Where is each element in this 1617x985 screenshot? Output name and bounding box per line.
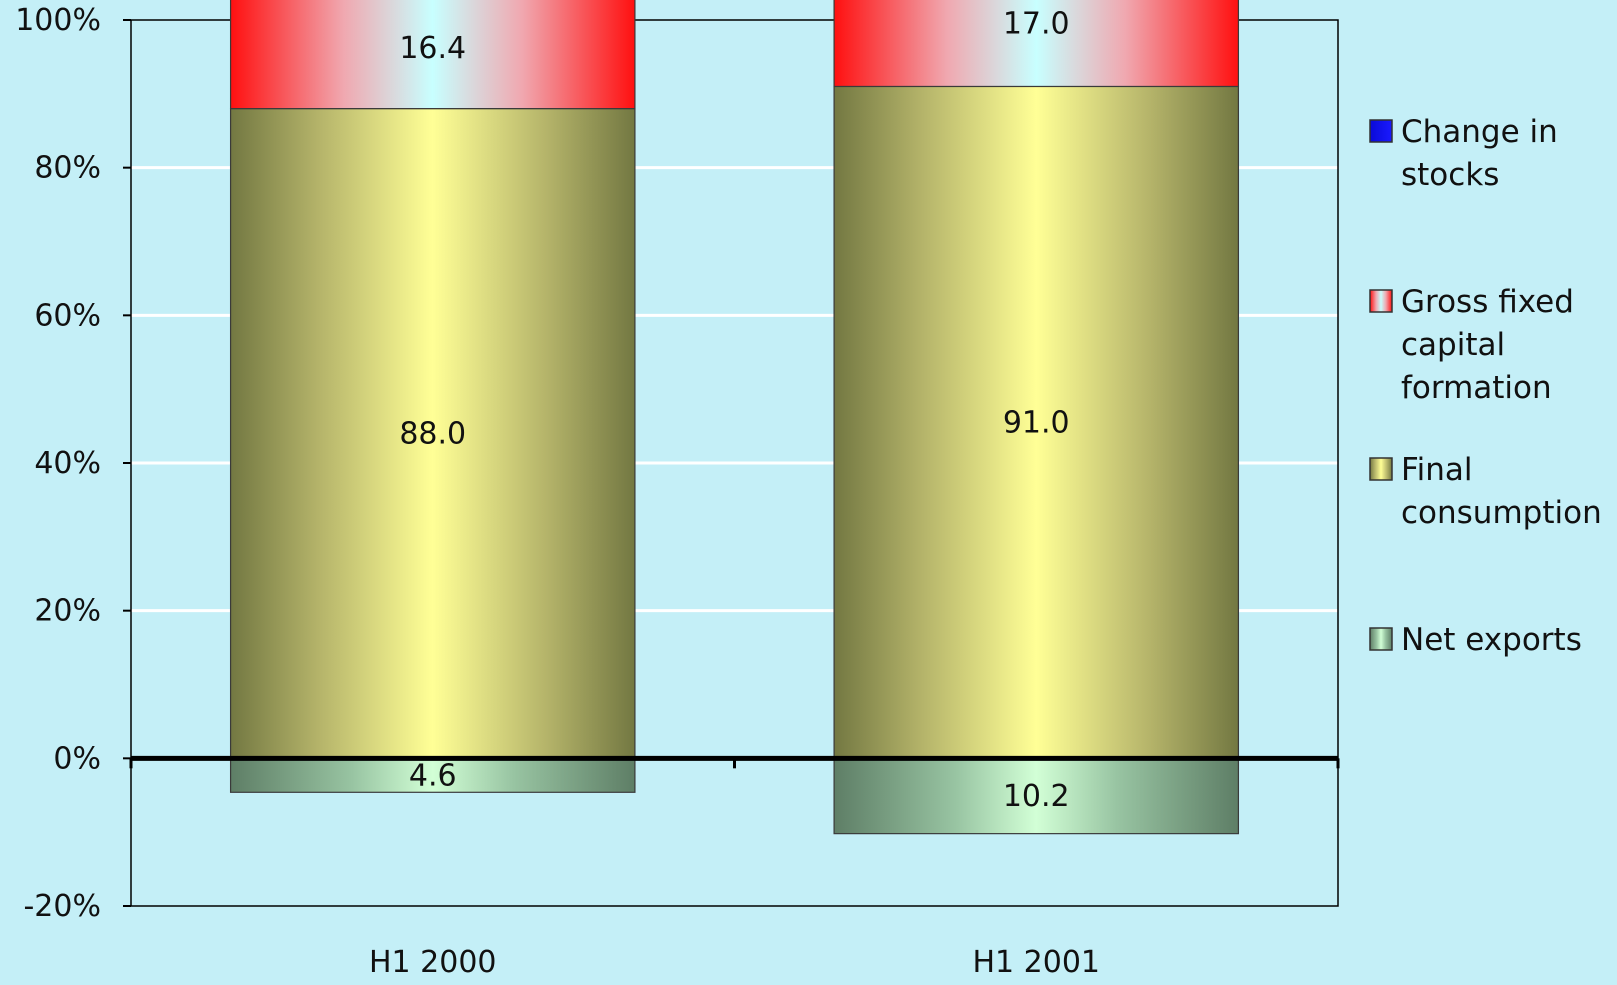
y-tick-label: 60% [34, 298, 101, 333]
y-tick-label: 100% [15, 3, 101, 38]
data-label: 17.0 [1003, 7, 1070, 42]
data-label: 88.0 [399, 416, 466, 451]
legend-swatch-net-exports [1369, 627, 1393, 651]
data-label: 16.4 [399, 31, 466, 66]
bar-segment-gross-fixed-capital-formation [229, 0, 636, 110]
bar-segment-final-consumption [833, 85, 1240, 759]
plot-area-frame [130, 19, 1339, 907]
legend-label-gross-fixed-capital-formation: formation [1401, 370, 1552, 406]
legend-swatch-change-in-stocks [1369, 119, 1393, 143]
bar-segment-net-exports [833, 757, 1240, 835]
data-label: 91.0 [1003, 405, 1070, 440]
legend-swatch-gross-fixed-capital-formation [1369, 289, 1393, 313]
data-label: 10.2 [1003, 779, 1070, 814]
bar-segment-net-exports [229, 757, 636, 793]
x-category-label: H1 2001 [972, 945, 1100, 980]
legend-label-gross-fixed-capital-formation: Gross fixed [1401, 284, 1574, 320]
zero-line-layer [129, 755, 1340, 769]
legend-label-final-consumption: consumption [1401, 495, 1602, 531]
x-category-label: H1 2000 [369, 945, 497, 980]
legend: Change in stocks Gross fixed capital formati… [1369, 114, 1602, 658]
legend-label-final-consumption: Final [1401, 452, 1472, 488]
y-tick-label: 20% [34, 594, 101, 629]
bar-segment-final-consumption [229, 107, 636, 759]
legend-swatch-final-consumption [1369, 457, 1393, 481]
legend-label-gross-fixed-capital-formation: capital [1401, 327, 1505, 363]
y-tick-label: 80% [34, 151, 101, 186]
legend-label-change-in-stocks: Change in [1401, 114, 1558, 150]
y-tick-label: -20% [23, 889, 101, 924]
data-label: 4.6 [409, 758, 457, 793]
bars [229, 0, 1240, 835]
data-labels: 4.688.016.40.210.291.017.02.2 [399, 7, 1070, 814]
bar-segment-gross-fixed-capital-formation [833, 0, 1240, 88]
y-tick-label: 40% [34, 446, 101, 481]
y-tick-label: 0% [53, 741, 101, 776]
legend-label-change-in-stocks: stocks [1401, 157, 1499, 193]
legend-label-net-exports: Net exports [1401, 622, 1582, 658]
axes: 100% 80% 60% 40% 20% 0% -20% H1 2000 H1 2001 [15, 3, 1339, 980]
